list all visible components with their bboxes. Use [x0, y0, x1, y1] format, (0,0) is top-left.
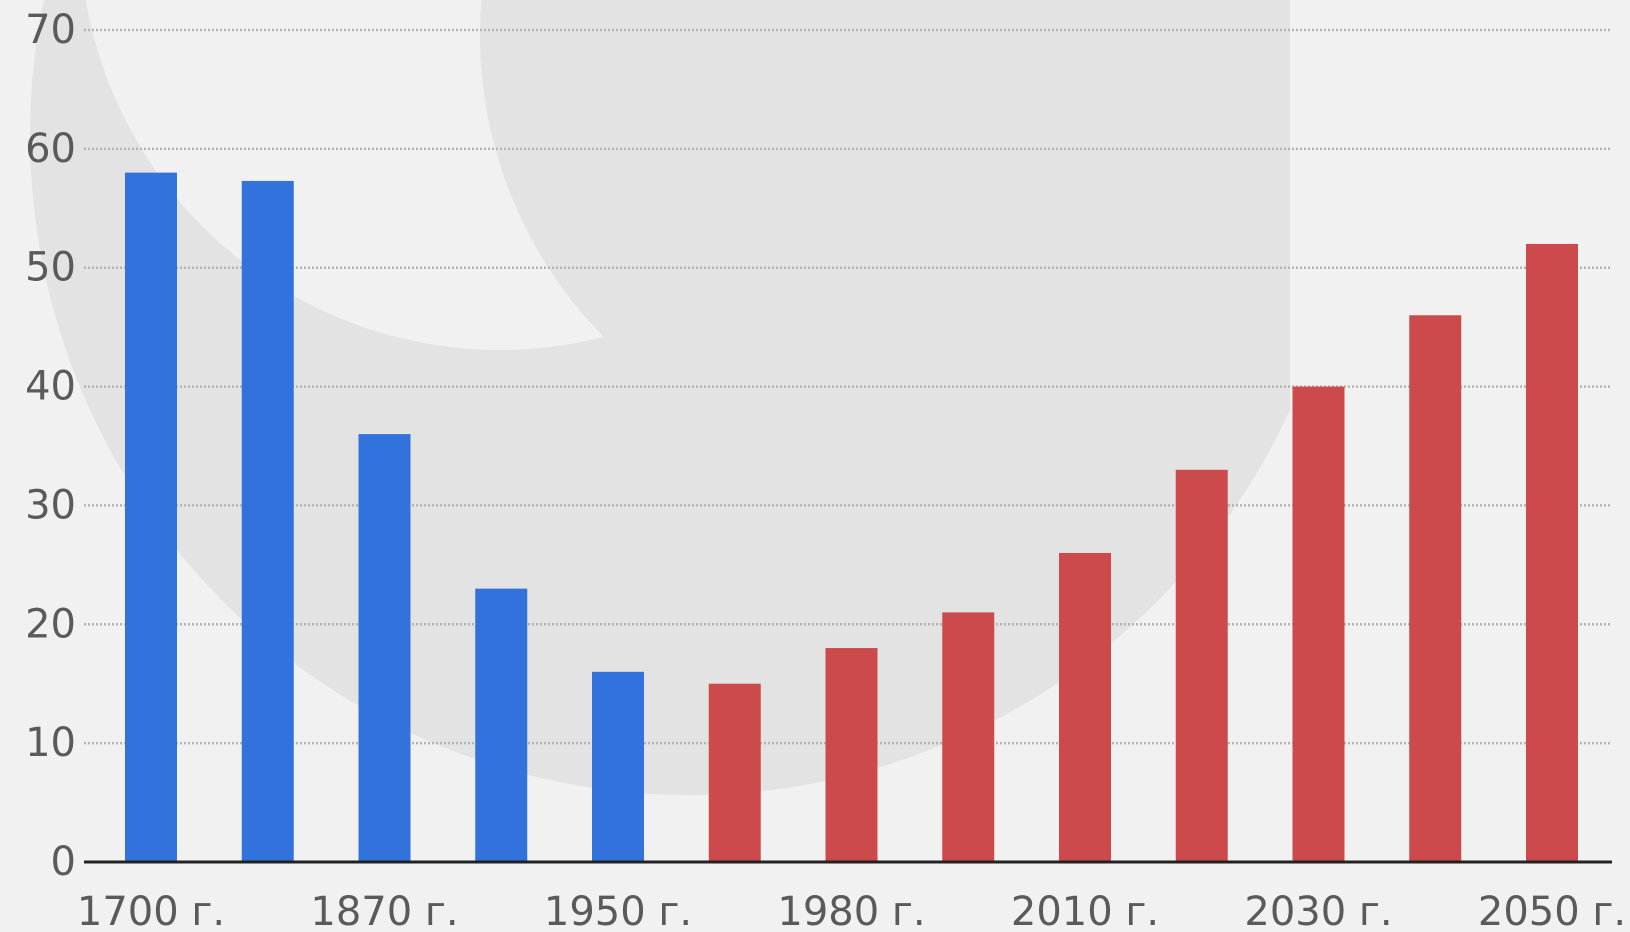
bar-12: [1526, 243, 1578, 862]
bar-9: [1175, 469, 1228, 862]
bar-8: [1059, 552, 1111, 862]
gridlines: [84, 28, 1612, 745]
bar-7: [942, 612, 995, 862]
y-tick-label-50: 50: [25, 245, 76, 291]
bar-6: [825, 648, 878, 862]
x-tick-label-2: 1870 г.: [310, 889, 458, 932]
y-tick-label-20: 20: [25, 601, 76, 647]
bar-5: [708, 683, 761, 862]
x-tick-label-8: 2010 г.: [1011, 889, 1159, 932]
bar-0: [125, 172, 177, 863]
y-tick-label-0: 0: [51, 839, 76, 885]
x-tick-labels: 1700 г. 1870 г. 1950 г. 1980 г. 2010 г. 2030 …: [77, 889, 1626, 932]
y-tick-label-70: 70: [25, 7, 76, 53]
x-tick-label-12: 2050 г.: [1478, 889, 1626, 932]
x-tick-label-0: 1700 г.: [77, 889, 225, 932]
watermark-disc: [480, 0, 1340, 465]
x-tick-label-6: 1980 г.: [777, 889, 925, 932]
x-tick-label-4: 1950 г.: [544, 889, 692, 932]
y-tick-label-10: 10: [25, 720, 76, 766]
bar-11: [1409, 315, 1462, 862]
y-tick-label-30: 30: [25, 482, 76, 528]
y-tick-label-40: 40: [25, 364, 76, 410]
bar-2: [358, 434, 411, 862]
x-tick-label-10: 2030 г.: [1244, 889, 1392, 932]
y-tick-label-60: 60: [25, 126, 76, 172]
bar-1: [241, 180, 294, 862]
bar-4: [592, 671, 644, 862]
bar-10: [1292, 386, 1345, 862]
y-tick-labels: 0 10 20 30 40 50 60 70: [25, 7, 76, 885]
bars: [125, 172, 1578, 863]
bar-3: [475, 588, 528, 862]
